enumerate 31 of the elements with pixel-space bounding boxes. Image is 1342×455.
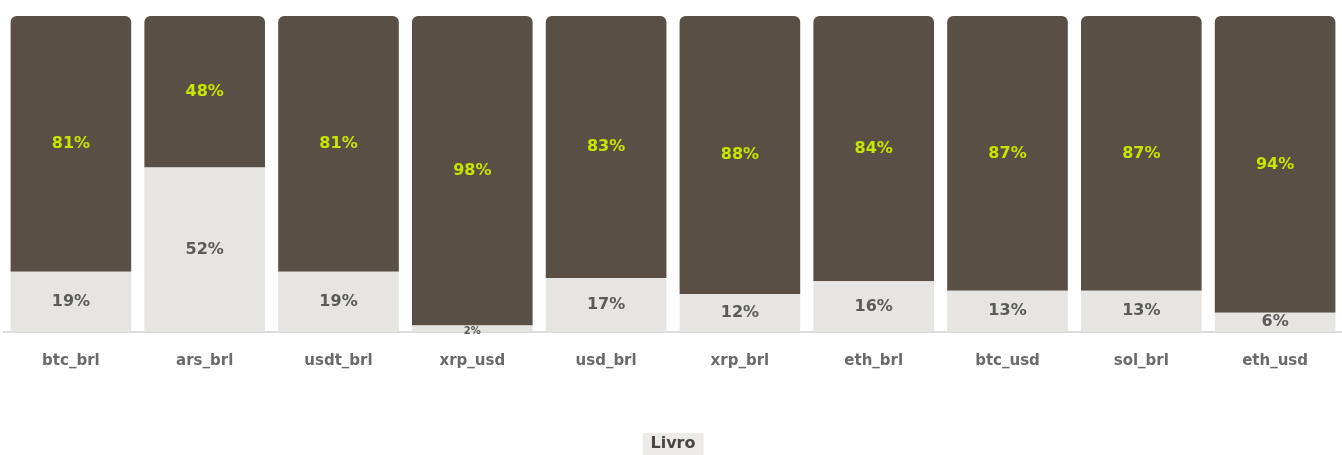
data-label: 19% bbox=[51, 290, 91, 310]
data-label: 12% bbox=[720, 302, 760, 322]
x-tick-label: ars_brl bbox=[176, 350, 234, 369]
x-tick-label: usd_brl bbox=[575, 350, 637, 369]
data-label: 17% bbox=[586, 294, 626, 314]
x-tick-label: eth_brl bbox=[844, 350, 904, 369]
data-label: 13% bbox=[988, 300, 1027, 320]
data-label: 48% bbox=[185, 80, 224, 100]
x-tick-label: xrp_usd bbox=[439, 350, 506, 369]
data-label: 98% bbox=[453, 159, 492, 179]
data-label: 2% bbox=[463, 325, 481, 337]
data-label: 84% bbox=[854, 137, 893, 157]
data-label: 16% bbox=[854, 295, 893, 315]
x-axis-title: Livro bbox=[650, 432, 696, 452]
data-label: 6% bbox=[1261, 311, 1289, 331]
data-label: 88% bbox=[720, 144, 760, 164]
data-label: 83% bbox=[586, 136, 626, 156]
data-label: 94% bbox=[1255, 153, 1295, 173]
x-tick-label: eth_usd bbox=[1242, 350, 1309, 369]
data-label: 81% bbox=[51, 133, 91, 153]
data-label: 87% bbox=[988, 142, 1027, 162]
x-tick-label: sol_brl bbox=[1113, 350, 1169, 369]
data-label: 87% bbox=[1122, 142, 1161, 162]
data-label: 52% bbox=[185, 238, 224, 258]
x-tick-label: usdt_brl bbox=[304, 350, 373, 369]
x-tick-label: btc_usd bbox=[975, 350, 1040, 369]
data-label: 81% bbox=[319, 133, 358, 153]
data-label: 13% bbox=[1122, 300, 1161, 320]
x-tick-label: xrp_brl bbox=[710, 350, 770, 369]
x-tick-label: btc_brl bbox=[42, 350, 100, 369]
data-label: 19% bbox=[319, 290, 358, 310]
